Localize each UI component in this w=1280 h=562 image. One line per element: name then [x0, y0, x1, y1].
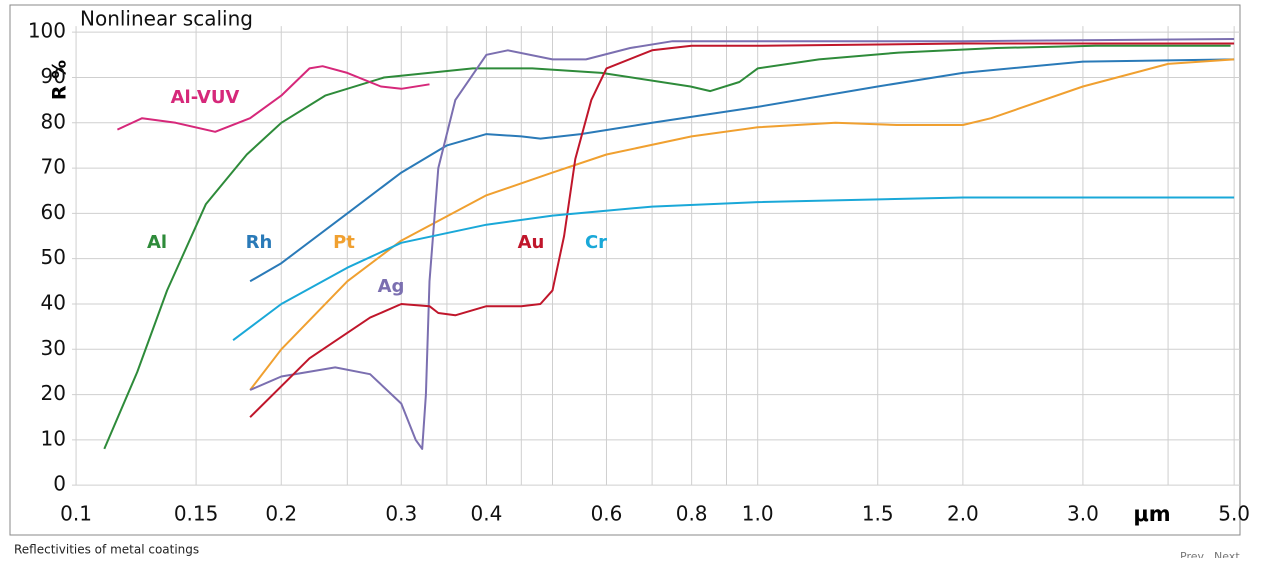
prev-button[interactable]: Prev [1180, 550, 1204, 562]
chart-title: Nonlinear scaling [80, 7, 253, 31]
series-label: Al [147, 232, 167, 253]
y-tick-label: 100 [28, 19, 66, 43]
x-tick-label: 1.5 [862, 502, 894, 526]
series-line [249, 58, 1235, 283]
series-line [116, 65, 430, 133]
y-tick-label: 0 [53, 472, 66, 496]
x-tick-label: 0.15 [174, 502, 219, 526]
y-tick-label: 20 [41, 381, 66, 405]
x-tick-label: 0.4 [471, 502, 503, 526]
series-label: Rh [246, 232, 273, 253]
y-tick-label: 10 [41, 426, 66, 450]
series-line [232, 196, 1235, 341]
x-tick-label: 0.1 [60, 502, 92, 526]
x-tick-label: 1.0 [742, 502, 774, 526]
series-label: Pt [333, 232, 355, 253]
y-tick-label: 30 [41, 336, 66, 360]
y-tick-label: 80 [41, 109, 66, 133]
y-tick-label: 50 [41, 245, 66, 269]
series-line [249, 38, 1235, 450]
series-line [249, 42, 1235, 418]
x-tick-label: 5.0 [1218, 502, 1250, 526]
y-tick-label: 40 [41, 290, 66, 314]
x-tick-label: 3.0 [1067, 502, 1099, 526]
plot-frame [9, 4, 1241, 536]
x-tick-label: 0.8 [676, 502, 708, 526]
series-label: Al-VUV [171, 87, 240, 108]
series-line [249, 58, 1235, 391]
x-axis-label: μm [1133, 502, 1170, 526]
series-label: Cr [585, 232, 607, 253]
x-tick-label: 0.2 [265, 502, 297, 526]
series-line [103, 44, 1231, 450]
series-label: Ag [378, 276, 405, 297]
y-tick-label: 90 [41, 64, 66, 88]
series-label: Au [518, 232, 545, 253]
x-tick-label: 2.0 [947, 502, 979, 526]
y-tick-label: 60 [41, 200, 66, 224]
x-tick-label: 0.3 [385, 502, 417, 526]
next-button[interactable]: Next [1214, 550, 1240, 562]
y-tick-label: 70 [41, 155, 66, 179]
x-tick-label: 0.6 [591, 502, 623, 526]
caption: Reflectivities of metal coatings [14, 543, 199, 557]
y-axis-label: R % [49, 60, 71, 100]
